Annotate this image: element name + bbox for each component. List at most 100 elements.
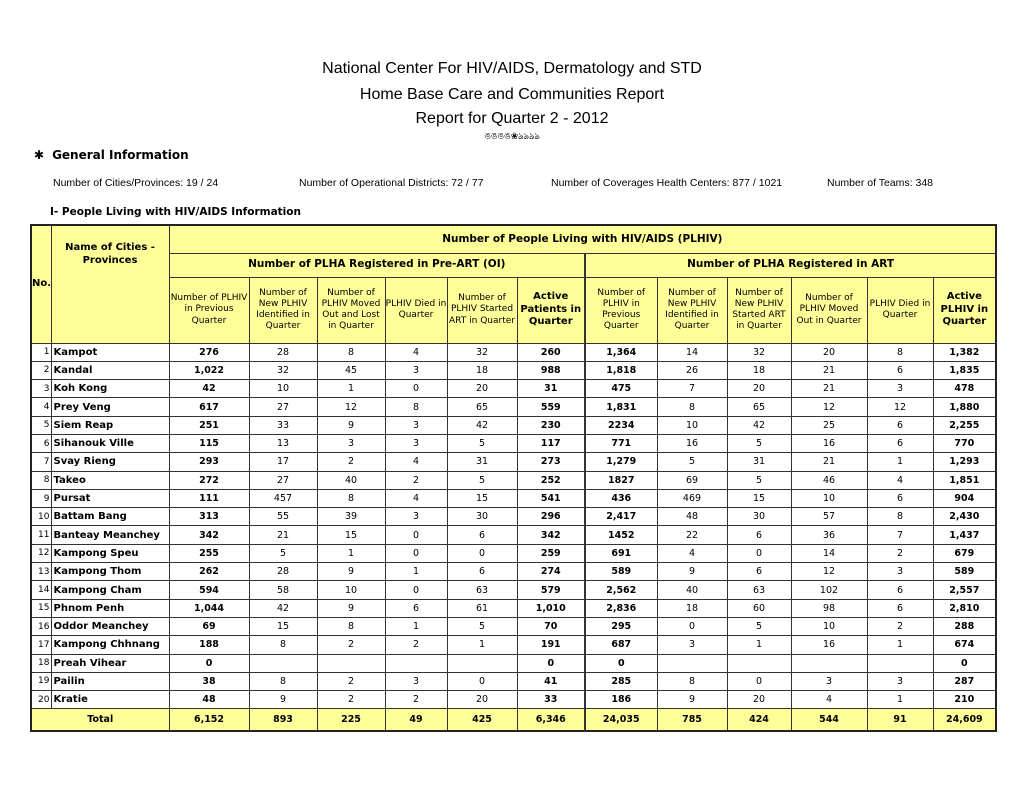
value-cell: 17 (248, 452, 318, 472)
row-number: 7 (30, 452, 52, 472)
row-number: 18 (30, 653, 52, 673)
value-cell: 313 (168, 507, 250, 527)
value-cell: 4 (384, 488, 448, 509)
preart-column-header: Number of PLHIV Started ART in Quarter (446, 276, 518, 344)
value-cell: 255 (168, 543, 250, 564)
value-cell: 3 (384, 415, 448, 435)
value-cell (446, 653, 518, 673)
value-cell: 10 (316, 580, 386, 600)
value-cell: 594 (168, 580, 250, 600)
value-cell: 272 (168, 470, 250, 490)
province-name: Kampong Cham (50, 580, 170, 600)
province-name: Pailin (50, 671, 170, 692)
value-cell: 20 (446, 690, 518, 710)
value-cell: 46 (790, 470, 868, 490)
value-cell: 1,831 (584, 397, 658, 417)
value-cell: 9 (656, 562, 728, 582)
value-cell: 6 (866, 415, 934, 435)
value-cell: 904 (932, 488, 997, 509)
value-cell: 6 (866, 598, 934, 618)
value-cell: 2,557 (932, 580, 997, 600)
value-cell: 0 (656, 616, 728, 637)
table-row: 12 Kampong Speu 255 5 1 0 0 259 691 4 0 14 2 679 (30, 543, 997, 564)
value-cell: 1 (726, 635, 792, 655)
value-cell: 26 (656, 360, 728, 381)
province-name: Pursat (50, 488, 170, 509)
value-cell: 589 (932, 562, 997, 582)
value-cell: 1 (446, 635, 518, 655)
total-cell: 49 (384, 708, 448, 732)
value-cell: 20 (726, 379, 792, 399)
value-cell: 8 (866, 507, 934, 527)
value-cell: 191 (516, 635, 586, 655)
value-cell: 27 (248, 397, 318, 417)
value-cell: 30 (446, 507, 518, 527)
table-row: 4 Prey Veng 617 27 12 8 65 559 1,831 8 65 12 12 1,880 (30, 397, 997, 417)
value-cell: 5 (726, 616, 792, 637)
value-cell: 988 (516, 360, 586, 381)
value-cell: 8 (248, 635, 318, 655)
value-cell: 1,835 (932, 360, 997, 381)
value-cell: 69 (656, 470, 728, 490)
value-cell: 111 (168, 488, 250, 509)
value-cell: 12 (316, 397, 386, 417)
value-cell: 58 (248, 580, 318, 600)
province-name: Phnom Penh (50, 598, 170, 618)
health-centers-count: Number of Coverages Health Centers: 877 … (551, 177, 783, 189)
value-cell: 14 (790, 543, 868, 564)
value-cell: 70 (516, 616, 586, 637)
value-cell: 21 (790, 360, 868, 381)
value-cell: 69 (168, 616, 250, 637)
value-cell: 41 (516, 671, 586, 692)
value-cell: 259 (516, 543, 586, 564)
table-row: 16 Oddor Meanchey 69 15 8 1 5 70 295 0 5 10 2 288 (30, 616, 997, 637)
value-cell: 20 (790, 342, 868, 362)
value-cell: 27 (248, 470, 318, 490)
value-cell: 771 (584, 433, 658, 454)
value-cell: 8 (248, 671, 318, 692)
value-cell: 40 (656, 580, 728, 600)
value-cell: 61 (446, 598, 518, 618)
value-cell: 4 (790, 690, 868, 710)
province-name: Banteay Meanchey (50, 525, 170, 545)
value-cell: 3 (866, 379, 934, 399)
value-cell: 42 (168, 379, 250, 399)
value-cell: 296 (516, 507, 586, 527)
value-cell: 1,382 (932, 342, 997, 362)
value-cell: 21 (248, 525, 318, 545)
art-group-header: Number of PLHA Registered in ART (583, 252, 997, 278)
value-cell: 617 (168, 397, 250, 417)
value-cell: 21 (790, 452, 868, 472)
value-cell: 20 (726, 690, 792, 710)
value-cell: 28 (248, 562, 318, 582)
table-row: 9 Pursat 111 457 8 4 15 541 436 469 15 10 6 904 (30, 488, 997, 509)
value-cell: 285 (584, 671, 658, 692)
value-cell: 3 (316, 433, 386, 454)
table-row: 17 Kampong Chhnang 188 8 2 2 1 191 687 3 1 16 1 674 (30, 635, 997, 655)
value-cell: 1,364 (584, 342, 658, 362)
value-cell: 9 (248, 690, 318, 710)
province-name: Siem Reap (50, 415, 170, 435)
value-cell: 15 (316, 525, 386, 545)
value-cell: 469 (656, 488, 728, 509)
province-name: Battam Bang (50, 507, 170, 527)
table-row: 20 Kratie 48 9 2 2 20 33 186 9 20 4 1 210 (30, 690, 997, 710)
districts-count: Number of Operational Districts: 72 / 77 (299, 177, 484, 189)
value-cell: 0 (584, 653, 658, 673)
value-cell: 2 (384, 690, 448, 710)
value-cell: 25 (790, 415, 868, 435)
no-header: No. (30, 224, 52, 344)
row-number: 20 (30, 690, 52, 710)
value-cell: 5 (726, 470, 792, 490)
value-cell: 60 (726, 598, 792, 618)
value-cell: 1 (866, 690, 934, 710)
value-cell: 589 (584, 562, 658, 582)
province-name: Kampong Speu (50, 543, 170, 564)
row-number: 13 (30, 562, 52, 582)
value-cell: 63 (726, 580, 792, 600)
value-cell: 8 (316, 616, 386, 637)
row-number: 2 (30, 360, 52, 381)
value-cell: 6 (446, 525, 518, 545)
value-cell: 13 (248, 433, 318, 454)
value-cell: 18 (656, 598, 728, 618)
